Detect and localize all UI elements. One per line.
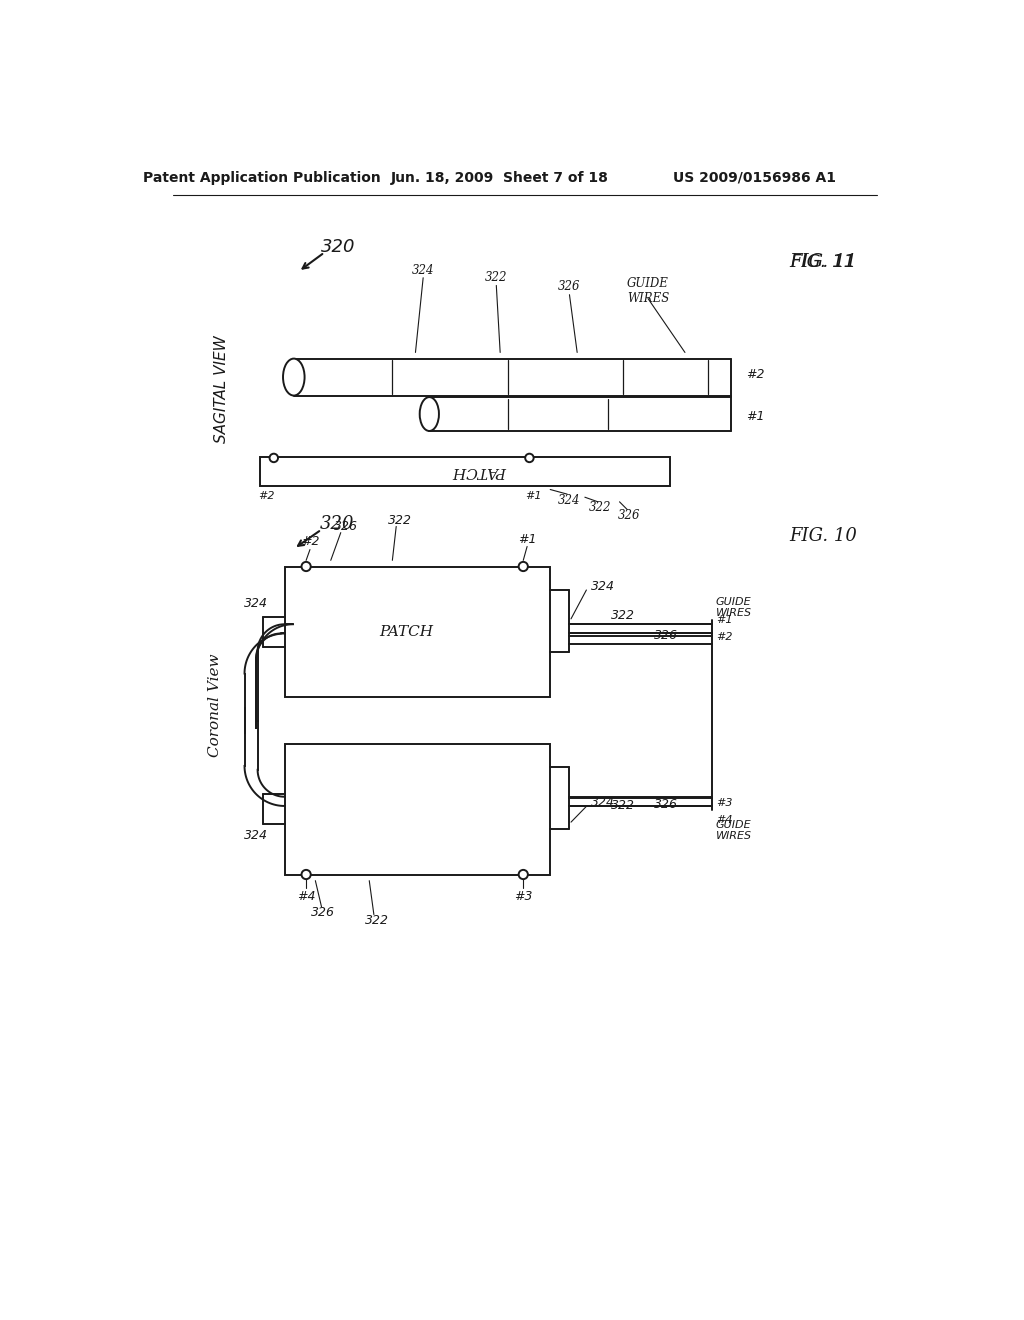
Text: GUIDE
WIRES: GUIDE WIRES [716,820,752,841]
Text: GUIDE
WIRES: GUIDE WIRES [716,597,752,618]
Circle shape [518,562,528,572]
Text: 320: 320 [319,515,354,533]
Text: 326: 326 [653,628,678,642]
Circle shape [269,454,278,462]
Text: FIG. 10: FIG. 10 [790,527,857,545]
Text: US 2009/0156986 A1: US 2009/0156986 A1 [673,170,836,185]
Text: 322: 322 [611,800,635,813]
Text: #3: #3 [514,890,532,903]
Text: Coronal View: Coronal View [208,653,222,756]
Text: 326: 326 [311,907,335,920]
Text: #3: #3 [716,797,732,808]
Text: 324: 324 [244,597,267,610]
Text: 324: 324 [558,494,581,507]
Text: 320: 320 [322,238,355,256]
Text: 322: 322 [365,915,389,927]
Text: 326: 326 [618,510,641,523]
Text: 326: 326 [558,280,581,293]
Text: FIG. 11: FIG. 11 [792,253,856,272]
Text: #1: #1 [525,491,542,502]
Text: 326: 326 [334,520,358,533]
Bar [260,457,670,486]
Bar [285,566,550,697]
Text: #1: #1 [746,409,765,422]
Text: 322: 322 [611,609,635,622]
Text: #4: #4 [297,890,315,903]
Text: 324: 324 [591,579,615,593]
Circle shape [518,870,528,879]
Ellipse shape [283,359,304,396]
Circle shape [301,870,310,879]
Text: PATCH: PATCH [379,624,433,639]
Text: #2: #2 [258,491,274,502]
Text: 324: 324 [412,264,434,277]
Text: 324: 324 [591,796,615,809]
Text: 322: 322 [388,513,412,527]
Text: FIG. 11: FIG. 11 [790,253,857,272]
Text: #4: #4 [716,814,732,825]
Text: PATCH: PATCH [454,465,507,478]
Text: #2: #2 [301,536,319,548]
Ellipse shape [420,397,439,432]
Text: 322: 322 [485,271,508,284]
Circle shape [301,562,310,572]
Text: Patent Application Publication: Patent Application Publication [142,170,380,185]
Text: #2: #2 [746,367,765,380]
Text: #1: #1 [716,615,732,626]
Text: SAGITAL VIEW: SAGITAL VIEW [214,335,229,444]
Text: 324: 324 [244,829,267,842]
Text: 322: 322 [589,502,611,515]
Text: #1: #1 [518,533,537,546]
Circle shape [525,454,534,462]
Text: #2: #2 [716,632,732,643]
Bar [285,743,550,875]
Text: 326: 326 [653,797,678,810]
Text: Jun. 18, 2009  Sheet 7 of 18: Jun. 18, 2009 Sheet 7 of 18 [391,170,609,185]
Text: GUIDE
WIRES: GUIDE WIRES [627,277,669,305]
